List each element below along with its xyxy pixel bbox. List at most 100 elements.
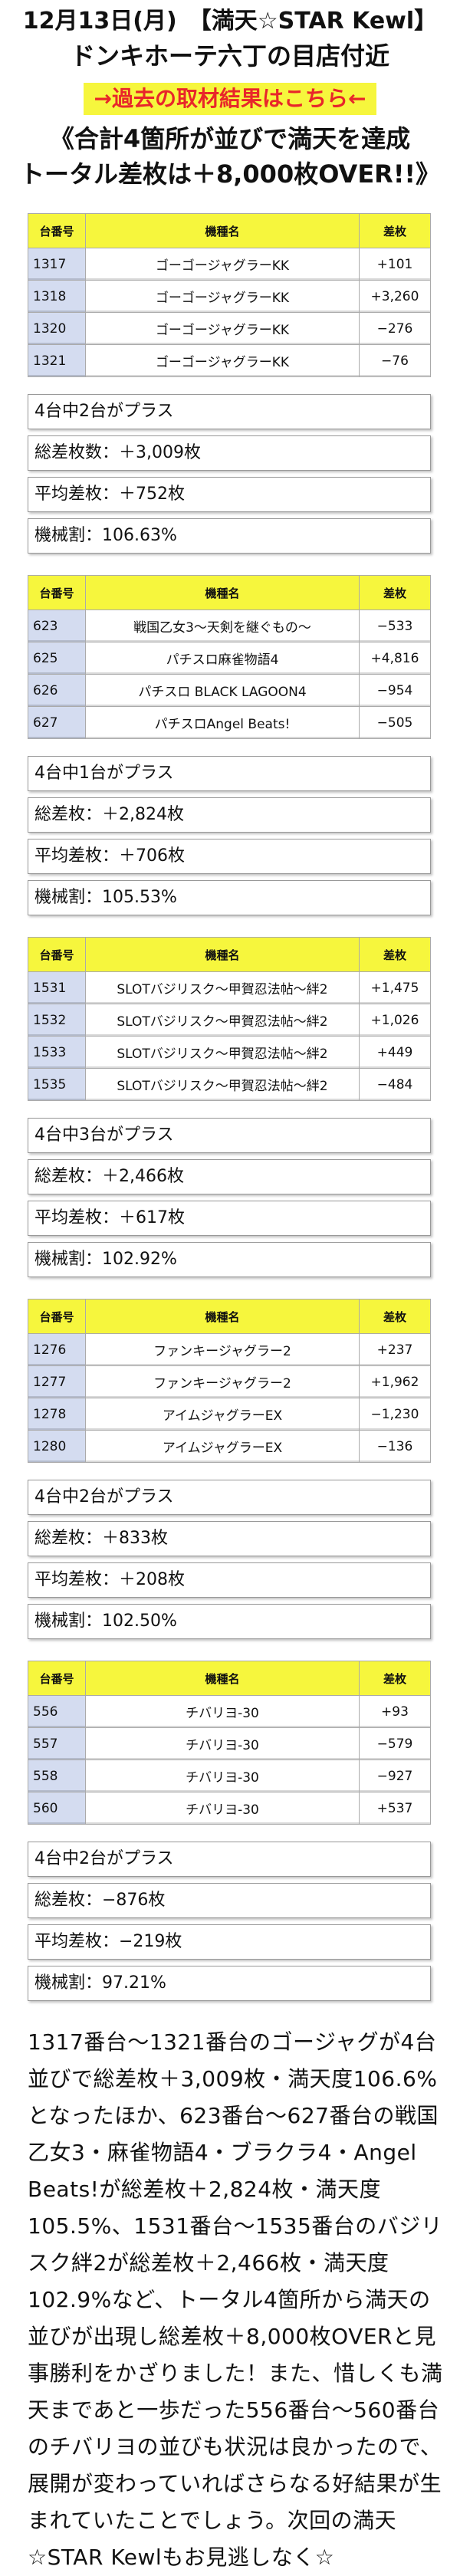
past-results-link-wrap: →過去の取材結果はこちら← <box>0 83 460 115</box>
plus-count: 4台中3台がプラス <box>28 1118 431 1153</box>
diff-value: +237 <box>359 1333 431 1366</box>
past-results-link[interactable]: →過去の取材結果はこちら← <box>83 83 377 115</box>
machine-number: 1277 <box>28 1365 86 1398</box>
machine-name: ゴーゴージャグラーKK <box>85 248 360 281</box>
section-stats: 4台中2台がプラス 総差枚：＋833枚 平均差枚：＋208枚 機械割：102.50% <box>28 1480 460 1639</box>
machine-name: SLOTバジリスク〜甲賀忍法帖〜絆2 <box>85 971 360 1004</box>
machine-name: アイムジャグラーEX <box>85 1430 360 1463</box>
diff-value: −136 <box>359 1430 431 1463</box>
machine-number: 560 <box>28 1792 86 1825</box>
diff-value: +1,026 <box>359 1004 431 1037</box>
diff-value: −927 <box>359 1760 431 1792</box>
diff-value: +1,962 <box>359 1365 431 1398</box>
header-name: 機種名 <box>85 1661 360 1696</box>
machine-name: ゴーゴージャグラーKK <box>85 280 360 313</box>
total-diff: 総差枚：＋2,824枚 <box>28 797 431 833</box>
table-row: 560 チバリヨ-30 +537 <box>28 1792 431 1825</box>
table-header-row: 台番号 機種名 差枚 <box>28 1661 431 1696</box>
diff-value: +93 <box>359 1695 431 1728</box>
table-row: 1532 SLOTバジリスク〜甲賀忍法帖〜絆2 +1,026 <box>28 1004 431 1037</box>
diff-value: −484 <box>359 1068 431 1101</box>
table-row: 557 チバリヨ-30 −579 <box>28 1727 431 1760</box>
machine-number: 1276 <box>28 1333 86 1366</box>
results-table: 台番号 機種名 差枚 1317 ゴーゴージャグラーKK +101 1318 ゴーゴージャグラー… <box>28 213 431 377</box>
plus-count: 4台中2台がプラス <box>28 1842 431 1877</box>
plus-count: 4台中2台がプラス <box>28 394 431 429</box>
table-row: 623 戦国乙女3〜天剣を継ぐもの〜 −533 <box>28 610 431 642</box>
total-diff: 総差枚：＋2,466枚 <box>28 1159 431 1194</box>
machine-name: SLOTバジリスク〜甲賀忍法帖〜絆2 <box>85 1068 360 1101</box>
header-name: 機種名 <box>85 1299 360 1334</box>
machine-number: 1317 <box>28 248 86 281</box>
results-sections: 台番号 機種名 差枚 1317 ゴーゴージャグラーKK +101 1318 ゴーゴージャグラー… <box>0 213 460 2001</box>
header-num: 台番号 <box>28 1661 86 1696</box>
result-section: 台番号 機種名 差枚 1317 ゴーゴージャグラーKK +101 1318 ゴーゴージャグラー… <box>28 213 460 554</box>
machine-name: チバリヨ-30 <box>85 1695 360 1728</box>
diff-value: −579 <box>359 1727 431 1760</box>
total-diff: 総差枚数：＋3,009枚 <box>28 435 431 471</box>
machine-name: パチスロAngel Beats! <box>85 706 360 739</box>
table-header-row: 台番号 機種名 差枚 <box>28 575 431 610</box>
table-row: 1317 ゴーゴージャグラーKK +101 <box>28 248 431 281</box>
store-location: ドンキホーテ六丁の目店付近 <box>70 41 389 71</box>
machine-number: 1320 <box>28 312 86 345</box>
average-diff: 平均差枚：−219枚 <box>28 1924 431 1960</box>
machine-number: 1535 <box>28 1068 86 1101</box>
total-diff: 総差枚：−876枚 <box>28 1883 431 1918</box>
header-name: 機種名 <box>85 575 360 610</box>
result-section: 台番号 機種名 差枚 1276 ファンキージャグラー2 +237 1277 ファンキージャグラ… <box>28 1299 460 1639</box>
section-stats: 4台中2台がプラス 総差枚数：＋3,009枚 平均差枚：＋752枚 機械割：106.6… <box>28 394 460 554</box>
diff-value: −276 <box>359 312 431 345</box>
total-diff: 総差枚：＋833枚 <box>28 1521 431 1556</box>
machine-number: 626 <box>28 674 86 707</box>
machine-number: 557 <box>28 1727 86 1760</box>
result-section: 台番号 機種名 差枚 623 戦国乙女3〜天剣を継ぐもの〜 −533 625 パチスロ麻雀物語… <box>28 575 460 915</box>
header-num: 台番号 <box>28 937 86 972</box>
machine-name: パチスロ BLACK LAGOON4 <box>85 674 360 707</box>
header-diff: 差枚 <box>359 1299 431 1334</box>
machine-rate: 機械割：102.92% <box>28 1242 431 1277</box>
machine-number: 627 <box>28 706 86 739</box>
table-row: 1278 アイムジャグラーEX −1,230 <box>28 1398 431 1431</box>
machine-rate: 機械割：105.53% <box>28 880 431 915</box>
table-header-row: 台番号 機種名 差枚 <box>28 213 431 248</box>
header-name: 機種名 <box>85 213 360 248</box>
machine-name: ゴーゴージャグラーKK <box>85 312 360 345</box>
machine-number: 625 <box>28 642 86 675</box>
table-row: 1280 アイムジャグラーEX −136 <box>28 1430 431 1463</box>
machine-number: 1532 <box>28 1004 86 1037</box>
table-row: 1276 ファンキージャグラー2 +237 <box>28 1333 431 1366</box>
diff-value: −533 <box>359 610 431 642</box>
average-diff: 平均差枚：＋706枚 <box>28 839 431 874</box>
section-stats: 4台中3台がプラス 総差枚：＋2,466枚 平均差枚：＋617枚 機械割：102.92… <box>28 1118 460 1277</box>
machine-number: 1533 <box>28 1036 86 1069</box>
diff-value: +449 <box>359 1036 431 1069</box>
table-row: 626 パチスロ BLACK LAGOON4 −954 <box>28 674 431 707</box>
header-diff: 差枚 <box>359 937 431 972</box>
section-stats: 4台中1台がプラス 総差枚：＋2,824枚 平均差枚：＋706枚 機械割：105.53… <box>28 756 460 915</box>
average-diff: 平均差枚：＋752枚 <box>28 477 431 512</box>
header-diff: 差枚 <box>359 1661 431 1696</box>
machine-number: 623 <box>28 610 86 642</box>
diff-value: +1,475 <box>359 971 431 1004</box>
table-header-row: 台番号 機種名 差枚 <box>28 1299 431 1334</box>
section-stats: 4台中2台がプラス 総差枚：−876枚 平均差枚：−219枚 機械割：97.21% <box>28 1842 460 2001</box>
table-row: 558 チバリヨ-30 −927 <box>28 1760 431 1792</box>
table-row: 627 パチスロAngel Beats! −505 <box>28 706 431 739</box>
results-table: 台番号 機種名 差枚 1531 SLOTバジリスク〜甲賀忍法帖〜絆2 +1,475 1532… <box>28 937 431 1101</box>
machine-name: パチスロ麻雀物語4 <box>85 642 360 675</box>
table-row: 1535 SLOTバジリスク〜甲賀忍法帖〜絆2 −484 <box>28 1068 431 1101</box>
average-diff: 平均差枚：＋208枚 <box>28 1562 431 1598</box>
diff-value: +537 <box>359 1792 431 1825</box>
diff-value: +3,260 <box>359 280 431 313</box>
diff-value: +101 <box>359 248 431 281</box>
machine-name: チバリヨ-30 <box>85 1760 360 1792</box>
machine-rate: 機械割：106.63% <box>28 518 431 554</box>
table-row: 625 パチスロ麻雀物語4 +4,816 <box>28 642 431 675</box>
diff-value: −505 <box>359 706 431 739</box>
table-row: 556 チバリヨ-30 +93 <box>28 1695 431 1728</box>
table-row: 1531 SLOTバジリスク〜甲賀忍法帖〜絆2 +1,475 <box>28 971 431 1004</box>
header-diff: 差枚 <box>359 575 431 610</box>
table-row: 1277 ファンキージャグラー2 +1,962 <box>28 1365 431 1398</box>
table-row: 1321 ゴーゴージャグラーKK −76 <box>28 344 431 377</box>
